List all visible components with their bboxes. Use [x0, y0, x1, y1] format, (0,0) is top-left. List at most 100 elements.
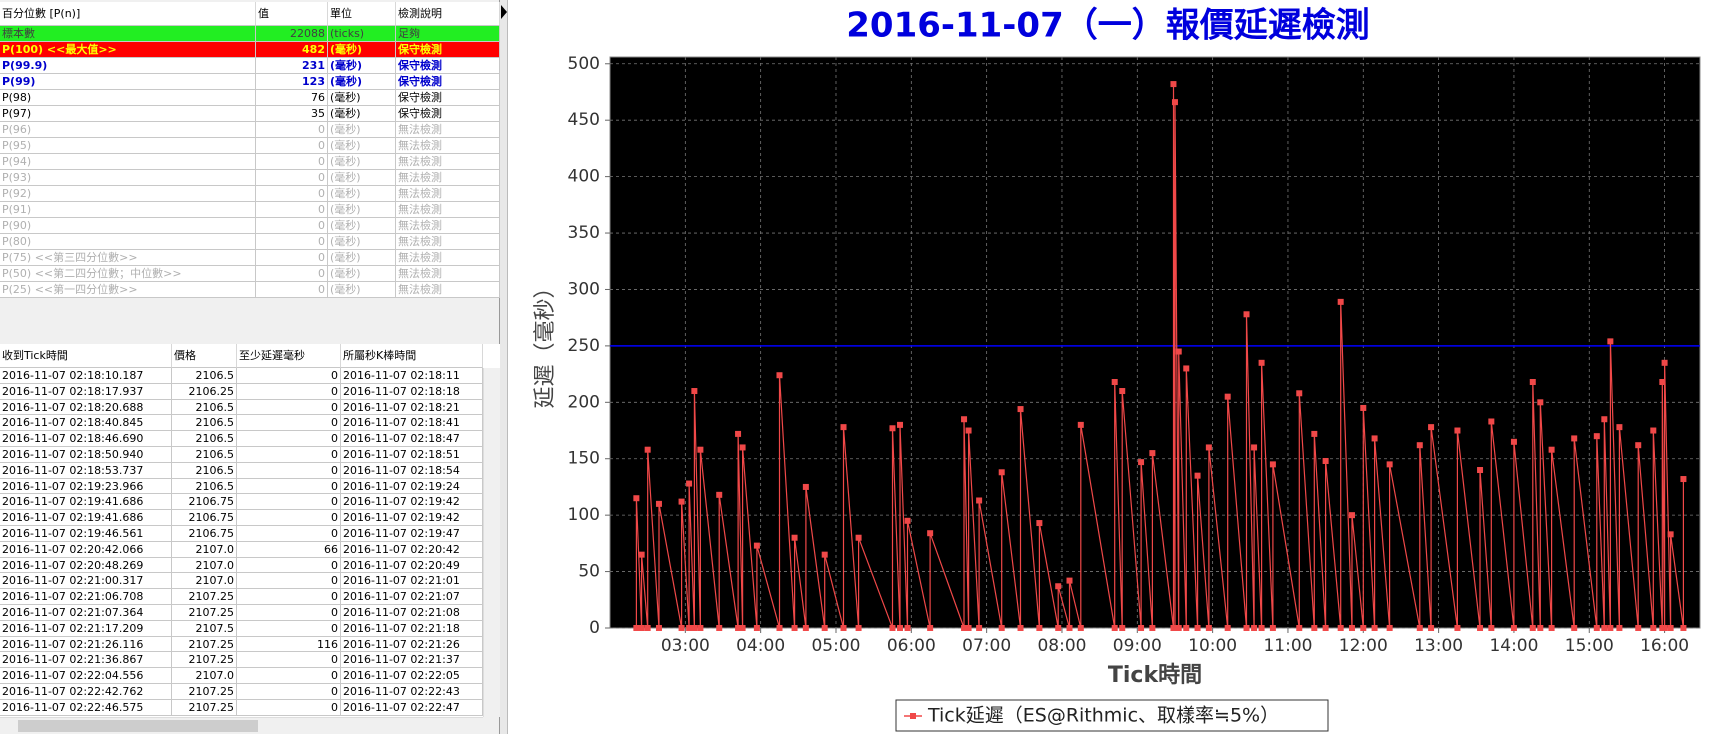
table-row[interactable]: 2016-11-07 02:18:17.937 2106.25 0 2016-11-0… [0, 383, 483, 400]
table-row[interactable]: P(96) 0 (毫秒) 無法檢測 [0, 122, 500, 138]
data-point [1571, 625, 1578, 631]
table-cell: 2016-11-07 02:21:26 [341, 636, 483, 653]
horizontal-scrollbar[interactable] [0, 717, 483, 734]
table-row[interactable]: P(94) 0 (毫秒) 無法檢測 [0, 154, 500, 170]
scroll-thumb[interactable] [18, 720, 258, 732]
table-row[interactable]: 2016-11-07 02:21:00.317 2107.0 0 2016-11-07… [0, 573, 483, 590]
table-row[interactable]: 2016-11-07 02:18:46.690 2106.5 0 2016-11-07… [0, 431, 483, 447]
x-tick-label: 15:00 [1565, 636, 1614, 656]
left-panel: 百分位數 [P(n)] 值單位 檢測說明 標本數 22088 (ticks) 足夠 P(100… [0, 0, 500, 734]
table-cell: 482 [256, 42, 328, 58]
data-point [927, 625, 934, 631]
legend-box [895, 699, 1329, 732]
table-cell: 0 [256, 186, 328, 202]
table-row[interactable]: 2016-11-07 02:18:10.187 2106.5 0 2016-11-07… [0, 368, 483, 384]
table-row[interactable]: 2016-11-07 02:18:50.940 2106.5 0 2016-11-07… [0, 447, 483, 463]
table-row[interactable]: 2016-11-07 02:18:53.737 2106.5 0 2016-11-07… [0, 462, 483, 479]
table-row[interactable]: 2016-11-07 02:21:36.867 2107.25 0 2016-11-0… [0, 652, 483, 669]
table-row[interactable]: 2016-11-07 02:21:06.708 2107.25 0 2016-11-0… [0, 589, 483, 605]
column-header[interactable]: 至少延遲毫秒 [237, 344, 341, 368]
data-point [1243, 311, 1250, 318]
data-point [1477, 467, 1484, 474]
table-cell: (毫秒) [328, 90, 396, 106]
splitter-arrow[interactable] [500, 0, 508, 30]
splitter[interactable] [500, 0, 508, 734]
table-row[interactable]: 2016-11-07 02:22:46.575 2107.25 0 2016-11-0… [0, 699, 483, 716]
table-row[interactable]: P(92) 0 (毫秒) 無法檢測 [0, 186, 500, 202]
table-cell: 2016-11-07 02:21:01 [341, 573, 483, 590]
y-tick-label: 200 [568, 392, 600, 412]
table-cell: 2016-11-07 02:21:18 [341, 620, 483, 637]
table-row[interactable]: P(90) 0 (毫秒) 無法檢測 [0, 218, 500, 234]
table-row[interactable]: P(97) 35 (毫秒) 保守檢測 [0, 106, 500, 122]
table-cell: 2016-11-07 02:20:49 [341, 557, 483, 574]
data-point [1548, 446, 1555, 453]
table-row[interactable]: 2016-11-07 02:19:23.966 2106.5 0 2016-11-07… [0, 478, 483, 495]
data-point [855, 625, 862, 631]
table-cell: 2106.5 [172, 415, 237, 432]
table-row[interactable]: P(95) 0 (毫秒) 無法檢測 [0, 138, 500, 154]
table-cell: 2016-11-07 02:21:26.116 [0, 636, 172, 653]
column-header[interactable]: 單位 [328, 2, 396, 26]
column-header[interactable]: 值 [256, 2, 328, 26]
table-row[interactable]: P(99) 123 (毫秒) 保守檢測 [0, 74, 500, 90]
column-header[interactable]: 百分位數 [P(n)] [0, 2, 256, 26]
data-point [776, 625, 783, 631]
table-row[interactable]: P(91) 0 (毫秒) 無法檢測 [0, 202, 500, 218]
table-row[interactable]: P(25) <<第一四分位數>> 0 (毫秒) 無法檢測 [0, 282, 500, 298]
table-row[interactable]: 2016-11-07 02:20:42.066 2107.0 66 2016-11-0… [0, 541, 483, 558]
data-point [1243, 625, 1250, 631]
data-point [1477, 625, 1484, 631]
table-cell: 2016-11-07 02:18:17.937 [0, 383, 172, 400]
table-cell: 2016-11-07 02:22:04.556 [0, 668, 172, 684]
table-cell: 無法檢測 [396, 234, 500, 250]
data-point [1171, 99, 1178, 106]
table-cell: 0 [256, 202, 328, 218]
table-cell: P(95) [0, 138, 256, 154]
table-cell: 2016-11-07 02:19:41.686 [0, 494, 172, 511]
table-cell: 0 [256, 138, 328, 154]
table-row[interactable]: P(80) 0 (毫秒) 無法檢測 [0, 234, 500, 250]
table-row[interactable]: P(93) 0 (毫秒) 無法檢測 [0, 170, 500, 186]
table-row[interactable]: 2016-11-07 02:22:04.556 2107.0 0 2016-11-07… [0, 668, 483, 684]
table-row[interactable]: 2016-11-07 02:19:41.686 2106.75 0 2016-11-0… [0, 494, 483, 511]
column-header[interactable]: 價格 [172, 344, 237, 368]
table-row[interactable]: P(99.9) 231 (毫秒) 保守檢測 [0, 58, 500, 74]
table-cell: 保守檢測 [396, 42, 500, 58]
data-point [1416, 625, 1423, 631]
data-point [1111, 378, 1118, 385]
y-tick-label: 300 [568, 279, 600, 299]
table-row[interactable]: 2016-11-07 02:19:41.686 2106.75 0 2016-11-0… [0, 510, 483, 526]
data-point [1428, 625, 1435, 631]
table-row[interactable]: 2016-11-07 02:21:07.364 2107.25 0 2016-11-0… [0, 605, 483, 621]
data-point [1269, 625, 1276, 631]
x-tick-label: 12:00 [1339, 636, 1388, 656]
table-cell: 2016-11-07 02:22:46.575 [0, 699, 172, 716]
table-row[interactable]: 2016-11-07 02:18:40.845 2106.5 0 2016-11-07… [0, 415, 483, 432]
table-row[interactable]: P(75) <<第三四分位數>> 0 (毫秒) 無法檢測 [0, 250, 500, 266]
column-header[interactable]: 檢測說明 [396, 2, 500, 26]
table-row[interactable]: P(100) <<最大值>> 482 (毫秒) 保守檢測 [0, 42, 500, 58]
table-row[interactable]: 標本數 22088 (ticks) 足夠 [0, 26, 500, 42]
data-point [1428, 424, 1435, 431]
table-row[interactable]: P(50) <<第二四分位數；中位數>> 0 (毫秒) 無法檢測 [0, 266, 500, 282]
table-row[interactable]: P(98) 76 (毫秒) 保守檢測 [0, 90, 500, 106]
data-point [1251, 444, 1258, 451]
data-point [1537, 625, 1544, 631]
data-point [638, 551, 645, 558]
table-cell: 0 [237, 478, 341, 495]
table-row[interactable]: 2016-11-07 02:21:26.116 2107.25 116 2016-11… [0, 636, 483, 653]
vertical-scrollbar[interactable] [483, 368, 500, 717]
table-row[interactable]: 2016-11-07 02:18:20.688 2106.5 0 2016-11-07… [0, 399, 483, 416]
table-cell: 標本數 [0, 26, 256, 42]
column-header[interactable]: 所屬秒K棒時間 [341, 344, 483, 368]
table-row[interactable]: 2016-11-07 02:22:42.762 2107.25 0 2016-11-0… [0, 684, 483, 700]
table-row[interactable]: 2016-11-07 02:21:17.209 2107.5 0 2016-11-07… [0, 620, 483, 637]
table-cell: 0 [237, 462, 341, 479]
x-tick-label: 10:00 [1188, 636, 1237, 656]
column-header[interactable]: 收到Tick時間 [0, 344, 172, 368]
table-row[interactable]: 2016-11-07 02:20:48.269 2107.0 0 2016-11-07… [0, 557, 483, 574]
table-cell: (毫秒) [328, 122, 396, 138]
data-point [739, 625, 746, 631]
table-row[interactable]: 2016-11-07 02:19:46.561 2106.75 0 2016-11-0… [0, 526, 483, 542]
